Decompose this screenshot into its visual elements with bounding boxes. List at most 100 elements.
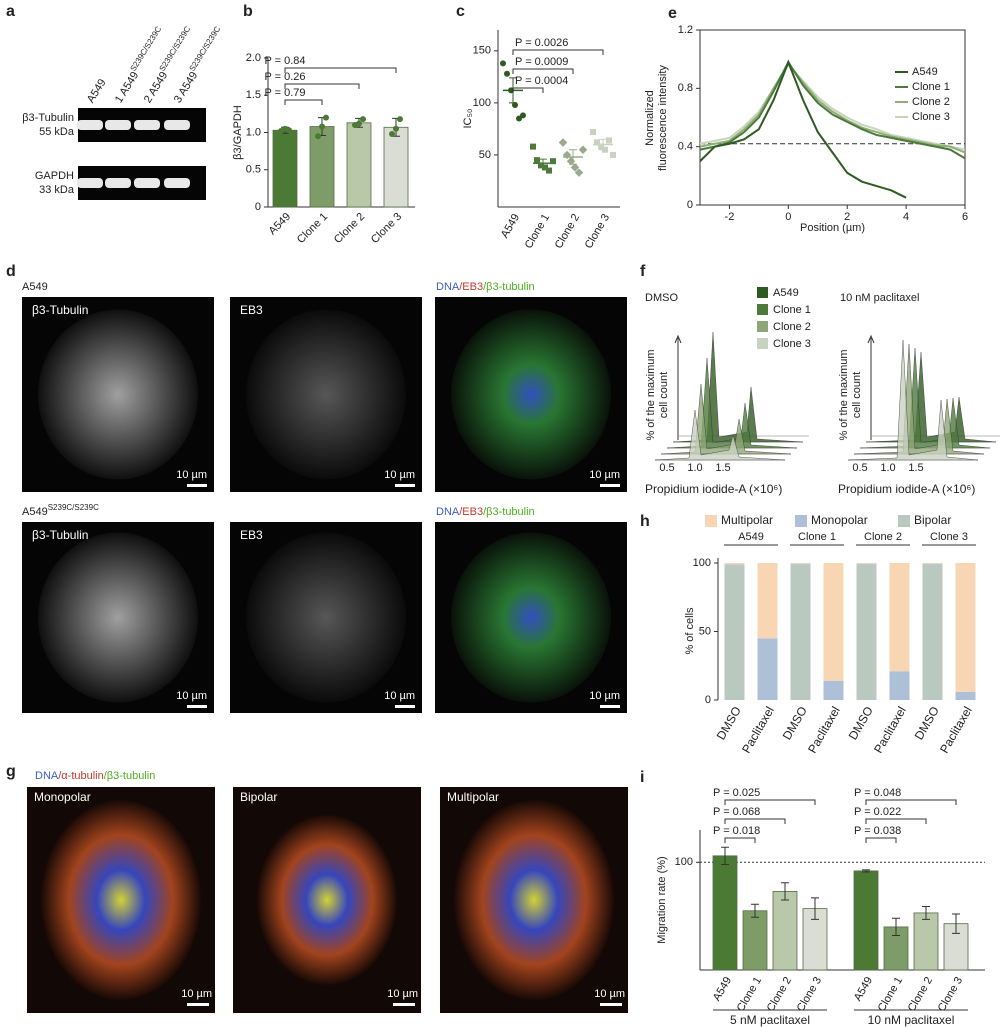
x-tick-label: DMSO (846, 704, 876, 742)
bar (853, 870, 879, 971)
x-tick-label: Clone 2 (765, 975, 794, 1014)
cell-signal (451, 532, 611, 703)
comparison-bracket (284, 99, 323, 105)
data-point (323, 114, 329, 121)
x-tick-label: 1.0 (880, 462, 895, 474)
data-point (550, 158, 556, 165)
data-point (606, 137, 612, 144)
label: β3-Tubulin (22, 112, 74, 124)
scale-bar-label: 10 µm (384, 690, 415, 702)
y-axis-label: β3/GAPDH (232, 105, 244, 160)
y-axis-label: Normalized (644, 90, 656, 146)
panel-letter: g (6, 763, 16, 780)
x-tick-label: Clone 3 (795, 975, 824, 1014)
bar-segment (889, 563, 910, 672)
x-tick-label: Clone 3 (369, 211, 404, 246)
comparison-bracket (284, 83, 360, 89)
y-tick-label: 1.2 (678, 24, 693, 36)
x-tick-label: A549 (852, 975, 875, 1003)
p-value: P = 0.038 (854, 825, 901, 837)
label: 55 kDa (39, 126, 75, 138)
label-sup: S239C/S239C (187, 24, 222, 72)
x-tick-label: Paclitaxel (871, 704, 909, 755)
p-value: P = 0.048 (854, 787, 901, 799)
label-sup: S239C/S239C (48, 503, 99, 512)
x-tick-label: 1.5 (715, 462, 730, 474)
x-tick-label: 2 (844, 211, 850, 223)
legend-swatch (795, 515, 807, 527)
bar-segment (724, 563, 745, 565)
bar-segment (856, 563, 877, 564)
cell-signal (257, 815, 397, 985)
x-tick-label: 1.0 (687, 462, 702, 474)
data-point (389, 130, 395, 137)
bar (383, 126, 409, 208)
data-point (520, 112, 526, 119)
x-tick-label: 0.5 (852, 462, 867, 474)
line (699, 63, 966, 151)
y-axis-label: % of the maximum (645, 349, 657, 440)
legend-label: Clone 1 (912, 81, 950, 93)
data-point (602, 146, 608, 153)
image-label: Multipolar (447, 790, 499, 804)
channel-name: /EB3 (459, 281, 483, 293)
bar (309, 126, 335, 208)
comparison-bracket (865, 837, 897, 843)
bar-segment (757, 638, 778, 700)
cell-signal (38, 532, 198, 703)
error-bar (952, 913, 960, 934)
x-tick-label: Clone 1 (295, 211, 330, 246)
y-tick-label: 150 (473, 45, 491, 57)
y-tick-label: 0.4 (678, 141, 693, 153)
y-axis-label: % of cells (684, 607, 696, 655)
data-point (598, 143, 604, 150)
legend-label: Clone 3 (773, 338, 811, 350)
x-axis-label: Position (µm) (800, 222, 865, 234)
y-tick-label: 100 (675, 856, 693, 868)
scale-bar (187, 705, 207, 708)
legend-label: A549 (912, 66, 938, 78)
bar-segment (889, 671, 910, 700)
lane-label: A549 (85, 77, 109, 105)
group-label: 5 nM paclitaxel (730, 1013, 810, 1027)
comparison-bracket (512, 49, 604, 55)
scale-bar-label: 10 µm (589, 690, 620, 702)
error-bar (721, 846, 729, 865)
scale-bar-label: 10 µm (176, 469, 207, 481)
bar-segment (790, 563, 811, 565)
y-tick-label: 0.8 (678, 82, 693, 94)
channel-name: DNA (436, 506, 460, 518)
bar-segment (922, 564, 943, 700)
y-axis-label: Migration rate (%) (656, 856, 668, 943)
x-tick-label: DMSO (912, 704, 942, 742)
label: 33 kDa (39, 184, 75, 196)
label-text: A549 (22, 506, 48, 518)
data-point (578, 145, 588, 154)
data-point (558, 138, 568, 147)
legend-swatch (757, 321, 768, 332)
scale-bar-label: 10 µm (384, 469, 415, 481)
x-tick-label: 1.5 (908, 462, 923, 474)
channel-label: β3-Tubulin (32, 303, 88, 317)
comparison-bracket (512, 87, 544, 93)
cell-signal (451, 309, 611, 480)
cell-signal (41, 800, 201, 1000)
panel-letter: i (640, 769, 644, 786)
y-tick-label: 0 (255, 201, 261, 213)
blot-band (105, 178, 131, 188)
legend-swatch (898, 515, 910, 527)
scale-bar-label: 10 µm (589, 469, 620, 481)
error-bar (862, 869, 870, 873)
x-tick-label: DMSO (714, 704, 744, 742)
x-tick-label: 0.5 (659, 462, 674, 474)
error-bar (781, 882, 789, 901)
arrow (867, 334, 875, 440)
data-point (504, 70, 510, 77)
y-axis-label: fluorescence intensity (657, 65, 669, 171)
x-axis-label: Propidium iodide-A (×10⁶) (838, 482, 975, 496)
y-tick-label: 50 (699, 625, 711, 637)
blot-band (134, 178, 160, 188)
channel-name: DNA (35, 770, 59, 782)
bar-segment (757, 563, 778, 639)
cell-signal (246, 532, 406, 703)
